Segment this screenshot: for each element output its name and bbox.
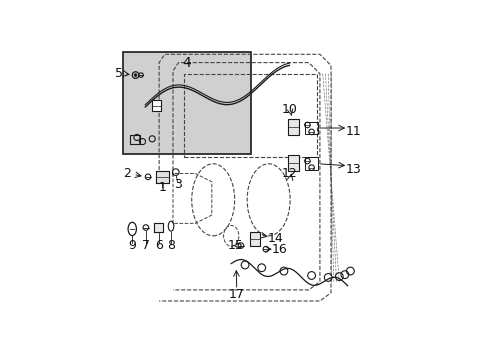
Bar xyxy=(249,232,260,246)
Text: 12: 12 xyxy=(281,167,297,180)
Text: 16: 16 xyxy=(271,243,287,256)
Text: 1: 1 xyxy=(158,181,166,194)
Text: 13: 13 xyxy=(345,163,360,176)
Text: 5: 5 xyxy=(115,67,122,80)
Bar xyxy=(152,100,160,111)
Text: 7: 7 xyxy=(142,239,149,252)
Text: 4: 4 xyxy=(182,55,191,69)
Text: 3: 3 xyxy=(173,178,181,191)
Polygon shape xyxy=(154,223,163,232)
Text: 2: 2 xyxy=(122,167,130,180)
Bar xyxy=(287,156,299,171)
Bar xyxy=(304,157,317,170)
Text: 6: 6 xyxy=(155,239,163,252)
Bar xyxy=(287,118,299,135)
Bar xyxy=(304,122,317,134)
Text: 11: 11 xyxy=(345,125,360,138)
Bar xyxy=(123,51,250,154)
Text: 10: 10 xyxy=(281,103,297,116)
Text: 14: 14 xyxy=(267,232,283,245)
Text: 17: 17 xyxy=(228,288,244,301)
Text: 15: 15 xyxy=(227,239,243,252)
Text: 8: 8 xyxy=(167,239,175,252)
Circle shape xyxy=(134,74,137,76)
Text: 9: 9 xyxy=(128,239,136,252)
Polygon shape xyxy=(156,171,168,183)
